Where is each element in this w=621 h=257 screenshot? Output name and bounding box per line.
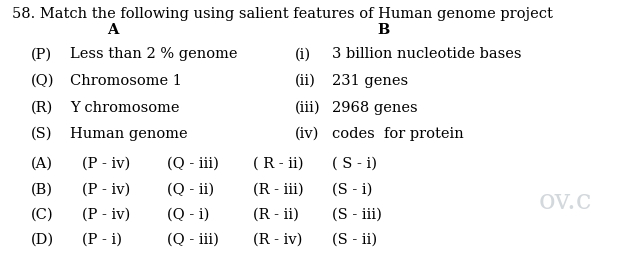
Text: B: B	[378, 23, 389, 37]
Text: (Q): (Q)	[30, 74, 54, 88]
Text: (S): (S)	[30, 127, 52, 141]
Text: (Q - i): (Q - i)	[168, 208, 210, 222]
Text: ( R - ii): ( R - ii)	[253, 157, 303, 171]
Text: (iii): (iii)	[295, 100, 321, 115]
Text: (iv): (iv)	[295, 127, 320, 141]
Text: ( S - i): ( S - i)	[332, 157, 377, 171]
Text: 58. Match the following using salient features of Human genome project: 58. Match the following using salient fe…	[12, 7, 553, 21]
Text: 231 genes: 231 genes	[332, 74, 408, 88]
Text: (P - iv): (P - iv)	[82, 182, 130, 196]
Text: (Q - iii): (Q - iii)	[168, 233, 219, 247]
Text: (P): (P)	[30, 48, 52, 61]
Text: (P - iv): (P - iv)	[82, 157, 130, 171]
Text: (D): (D)	[30, 233, 53, 247]
Text: 3 billion nucleotide bases: 3 billion nucleotide bases	[332, 48, 521, 61]
Text: (P - i): (P - i)	[82, 233, 122, 247]
Text: (ii): (ii)	[295, 74, 316, 88]
Text: 2968 genes: 2968 genes	[332, 100, 417, 115]
Text: (S - i): (S - i)	[332, 182, 372, 196]
Text: (P - iv): (P - iv)	[82, 208, 130, 222]
Text: ov.c: ov.c	[538, 188, 592, 215]
Text: (Q - ii): (Q - ii)	[168, 182, 215, 196]
Text: codes  for protein: codes for protein	[332, 127, 463, 141]
Text: (R - iv): (R - iv)	[253, 233, 302, 247]
Text: (R - ii): (R - ii)	[253, 208, 299, 222]
Text: (R - iii): (R - iii)	[253, 182, 303, 196]
Text: A: A	[107, 23, 119, 37]
Text: (C): (C)	[30, 208, 53, 222]
Text: (S - iii): (S - iii)	[332, 208, 382, 222]
Text: Y chromosome: Y chromosome	[70, 100, 179, 115]
Text: (A): (A)	[30, 157, 53, 171]
Text: (S - ii): (S - ii)	[332, 233, 377, 247]
Text: (B): (B)	[30, 182, 53, 196]
Text: (Q - iii): (Q - iii)	[168, 157, 219, 171]
Text: (R): (R)	[30, 100, 53, 115]
Text: Chromosome 1: Chromosome 1	[70, 74, 182, 88]
Text: Less than 2 % genome: Less than 2 % genome	[70, 48, 238, 61]
Text: Human genome: Human genome	[70, 127, 188, 141]
Text: (i): (i)	[295, 48, 311, 61]
